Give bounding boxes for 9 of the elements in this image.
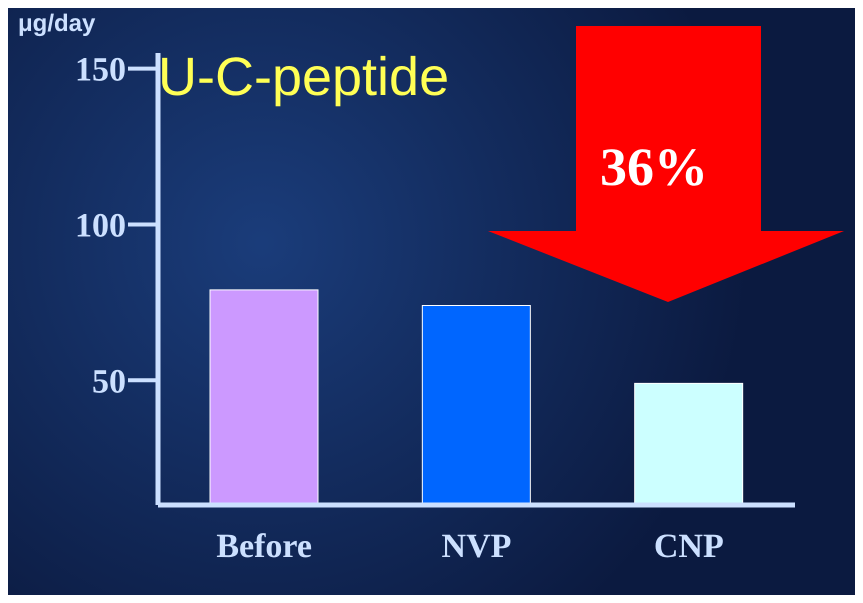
y-tick-label: 50 <box>92 363 126 400</box>
y-tick-label: 100 <box>75 208 126 245</box>
x-tick-label: NVP <box>442 528 512 566</box>
y-tick-label: 150 <box>75 52 126 89</box>
x-tick-label: Before <box>216 528 312 566</box>
chart-title: U-C-peptide <box>158 46 450 108</box>
annotation: 36% <box>600 136 708 198</box>
y-axis-title: μg/day <box>18 10 96 38</box>
x-tick-label: CNP <box>654 528 724 566</box>
